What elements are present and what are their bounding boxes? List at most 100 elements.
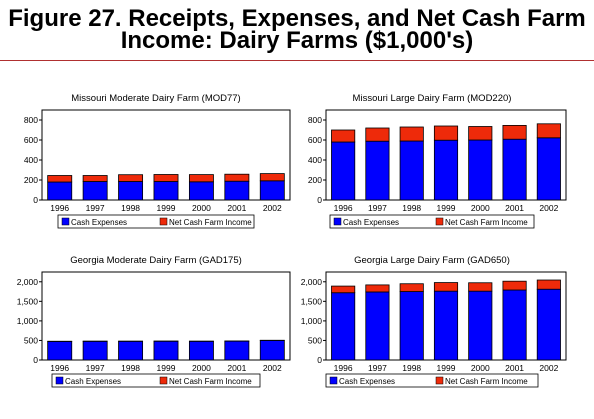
bar-net-cash-farm-income xyxy=(118,174,144,182)
y-tick-label: 0 xyxy=(33,195,38,205)
bar-cash-expenses xyxy=(224,180,250,201)
x-tick-label: 1998 xyxy=(121,363,140,373)
legend-box xyxy=(329,214,535,229)
bar-cash-expenses xyxy=(433,290,459,361)
y-tick-label: 1,000 xyxy=(17,316,39,326)
legend-label: Net Cash Farm Income xyxy=(169,218,252,227)
bar-cash-expenses xyxy=(536,137,561,201)
bar-cash-expenses xyxy=(399,291,424,361)
legend-swatch xyxy=(329,376,338,385)
x-tick-label: 1997 xyxy=(86,203,105,213)
chart-title: Missouri Large Dairy Farm (MOD220) xyxy=(353,93,512,104)
x-tick-label: 2000 xyxy=(192,203,211,213)
legend-swatch xyxy=(55,376,64,385)
bar-net-cash-farm-income xyxy=(153,174,179,182)
x-tick-label: 1996 xyxy=(50,363,69,373)
bar-cash-expenses xyxy=(399,140,424,201)
bar-cash-expenses xyxy=(536,288,561,361)
y-tick-label: 200 xyxy=(24,175,38,185)
bar-cash-expenses xyxy=(188,181,214,201)
y-tick-label: 400 xyxy=(308,155,322,165)
y-tick-label: 2,000 xyxy=(301,277,323,287)
bar-cash-expenses xyxy=(259,340,285,361)
legend-label: Cash Expenses xyxy=(343,218,399,227)
legend-label: Net Cash Farm Income xyxy=(445,218,528,227)
y-tick-label: 500 xyxy=(24,335,38,345)
x-tick-label: 1996 xyxy=(334,363,353,373)
bar-cash-expenses xyxy=(188,340,214,361)
x-tick-label: 2002 xyxy=(263,203,282,213)
bar-cash-expenses xyxy=(331,292,356,361)
chart-georgia-moderate: Georgia Moderate Dairy Farm (GAD175) 0 500… xyxy=(17,255,291,388)
x-tick-label: 1999 xyxy=(437,203,456,213)
x-tick-label: 1999 xyxy=(157,203,176,213)
bar-net-cash-farm-income xyxy=(433,282,459,292)
bar-cash-expenses xyxy=(468,139,493,201)
x-tick-label: 2000 xyxy=(192,363,211,373)
bar-net-cash-farm-income xyxy=(399,126,424,142)
y-tick-label: 0 xyxy=(33,355,38,365)
bar-cash-expenses xyxy=(82,181,108,201)
bar-cash-expenses xyxy=(365,291,390,361)
y-tick-label: 2,000 xyxy=(17,277,39,287)
bar-cash-expenses xyxy=(331,141,356,201)
bar-net-cash-farm-income xyxy=(468,282,493,292)
legend-box xyxy=(325,373,539,388)
bar-cash-expenses xyxy=(47,181,73,201)
bar-net-cash-farm-income xyxy=(365,284,390,293)
bar-net-cash-farm-income xyxy=(468,126,493,141)
bar-cash-expenses xyxy=(502,138,527,201)
x-tick-label: 1997 xyxy=(86,363,105,373)
bar-net-cash-farm-income xyxy=(331,129,356,143)
bar-cash-expenses xyxy=(153,340,179,361)
bar-net-cash-farm-income xyxy=(259,173,285,182)
x-tick-label: 2001 xyxy=(505,363,524,373)
x-tick-label: 2002 xyxy=(263,363,282,373)
bar-cash-expenses xyxy=(118,181,144,201)
legend-swatch xyxy=(435,376,444,385)
bar-net-cash-farm-income xyxy=(224,173,250,182)
y-tick-label: 800 xyxy=(308,115,322,125)
bar-net-cash-farm-income xyxy=(188,174,214,183)
legend-label: Cash Expenses xyxy=(65,377,121,386)
y-tick-label: 1,000 xyxy=(301,316,323,326)
bar-cash-expenses xyxy=(259,180,285,201)
legend-swatch xyxy=(333,217,342,226)
x-tick-label: 1999 xyxy=(437,363,456,373)
bar-cash-expenses xyxy=(47,341,73,361)
y-tick-label: 0 xyxy=(317,195,322,205)
bar-net-cash-farm-income xyxy=(536,123,561,139)
chart-georgia-large: Georgia Large Dairy Farm (GAD650) 0 500 1,0… xyxy=(301,255,567,388)
chart-title: Georgia Large Dairy Farm (GAD650) xyxy=(354,255,510,266)
chart-title: Missouri Moderate Dairy Farm (MOD77) xyxy=(71,93,240,104)
bar-cash-expenses xyxy=(153,181,179,201)
bar-net-cash-farm-income xyxy=(536,279,561,290)
chart-missouri-large: Missouri Large Dairy Farm (MOD220) 0 200 40… xyxy=(308,93,567,229)
y-tick-label: 500 xyxy=(308,335,322,345)
x-tick-label: 1998 xyxy=(402,203,421,213)
bar-cash-expenses xyxy=(118,340,144,361)
x-tick-label: 2002 xyxy=(539,363,558,373)
x-tick-label: 2002 xyxy=(539,203,558,213)
bar-net-cash-farm-income xyxy=(82,175,108,182)
y-tick-label: 600 xyxy=(24,135,38,145)
y-tick-label: 800 xyxy=(24,115,38,125)
chart-title: Georgia Moderate Dairy Farm (GAD175) xyxy=(70,255,242,266)
legend-swatch xyxy=(159,376,168,385)
y-tick-label: 200 xyxy=(308,175,322,185)
x-tick-label: 2000 xyxy=(471,203,490,213)
x-tick-label: 1996 xyxy=(334,203,353,213)
x-tick-label: 2001 xyxy=(227,363,246,373)
x-tick-label: 1997 xyxy=(368,363,387,373)
bar-cash-expenses xyxy=(365,140,390,201)
bar-cash-expenses xyxy=(224,340,250,361)
bar-cash-expenses xyxy=(468,290,493,361)
bar-cash-expenses xyxy=(502,289,527,361)
x-tick-label: 2001 xyxy=(227,203,246,213)
figure-title-line-2: Income: Dairy Farms ($1,000's) xyxy=(120,27,474,54)
x-tick-label: 1998 xyxy=(402,363,421,373)
bar-net-cash-farm-income xyxy=(502,280,527,291)
x-tick-label: 1997 xyxy=(368,203,387,213)
bar-net-cash-farm-income xyxy=(331,285,356,294)
legend-label: Cash Expenses xyxy=(339,377,395,386)
